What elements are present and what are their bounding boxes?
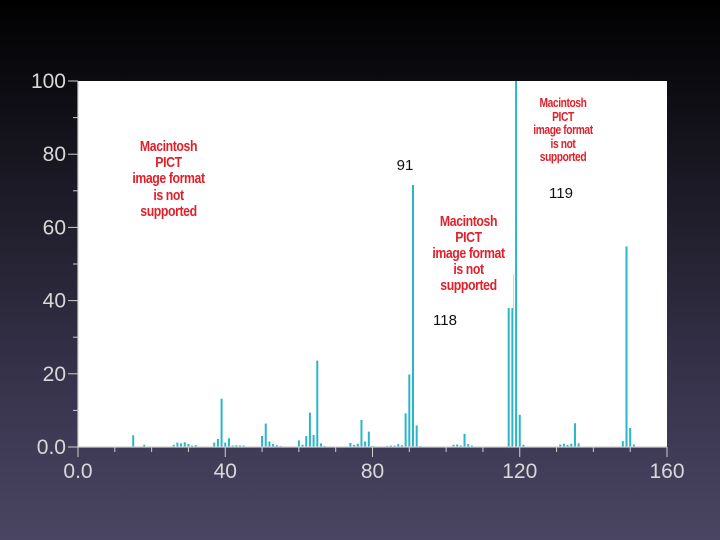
pict-placeholder-image: Macintosh PICT image format is not suppo… [424,200,513,308]
x-tick-label: 120 [502,460,537,483]
pict-placeholder-text: Macintosh PICT image format is not suppo… [432,212,505,295]
y-tick-label: 60 [43,216,66,239]
pict-placeholder-image: Macintosh PICT image format is not suppo… [526,82,600,180]
x-tick-label: 160 [649,460,684,483]
pict-placeholder-image: Macintosh PICT image format is not suppo… [124,119,213,240]
peak-annotation-label: 91 [397,157,414,174]
pict-placeholder-text: Macintosh PICT image format is not suppo… [533,96,593,165]
y-tick-label: 0.0 [37,436,66,459]
peak-annotation-label: 118 [433,312,457,329]
x-tick-label: 0.0 [63,460,92,483]
y-tick-label: 100 [31,70,66,93]
x-tick-label: 40 [214,460,237,483]
peak-annotation-label: 119 [549,185,573,202]
x-tick-label: 80 [361,460,384,483]
pict-placeholder-text: Macintosh PICT image format is not suppo… [132,138,205,220]
y-tick-label: 40 [43,290,66,313]
y-tick-label: 80 [43,143,66,166]
y-tick-label: 20 [43,363,66,386]
